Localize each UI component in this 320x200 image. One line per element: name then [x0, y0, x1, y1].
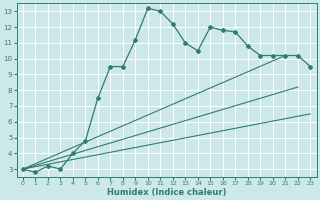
- X-axis label: Humidex (Indice chaleur): Humidex (Indice chaleur): [107, 188, 226, 197]
